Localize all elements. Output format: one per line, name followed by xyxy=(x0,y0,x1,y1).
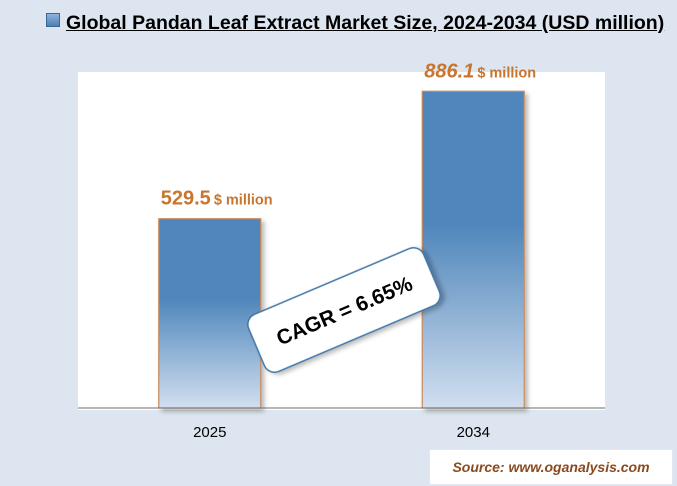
x-tick-label-2025: 2025 xyxy=(193,424,226,441)
data-label-value: 529.5 xyxy=(161,188,211,210)
source-credit: Source: www.oganalysis.com xyxy=(430,450,672,484)
bar-2034 xyxy=(421,90,525,409)
data-label-unit: $ million xyxy=(477,65,536,81)
data-label-2034: 886.1 $ million xyxy=(424,60,536,82)
data-label-value: 886.1 xyxy=(424,60,474,82)
chart-title: Global Pandan Leaf Extract Market Size, … xyxy=(46,10,666,36)
cagr-callout: CAGR = 6.65% xyxy=(247,247,441,373)
title-marker-icon xyxy=(46,13,60,27)
cagr-box xyxy=(247,247,441,373)
x-tick-label-2034: 2034 xyxy=(457,424,490,441)
data-label-unit: $ million xyxy=(214,193,273,209)
bar-2025 xyxy=(158,218,262,409)
data-label-2025: 529.5 $ million xyxy=(161,188,273,210)
chart-title-text: Global Pandan Leaf Extract Market Size, … xyxy=(66,12,665,34)
